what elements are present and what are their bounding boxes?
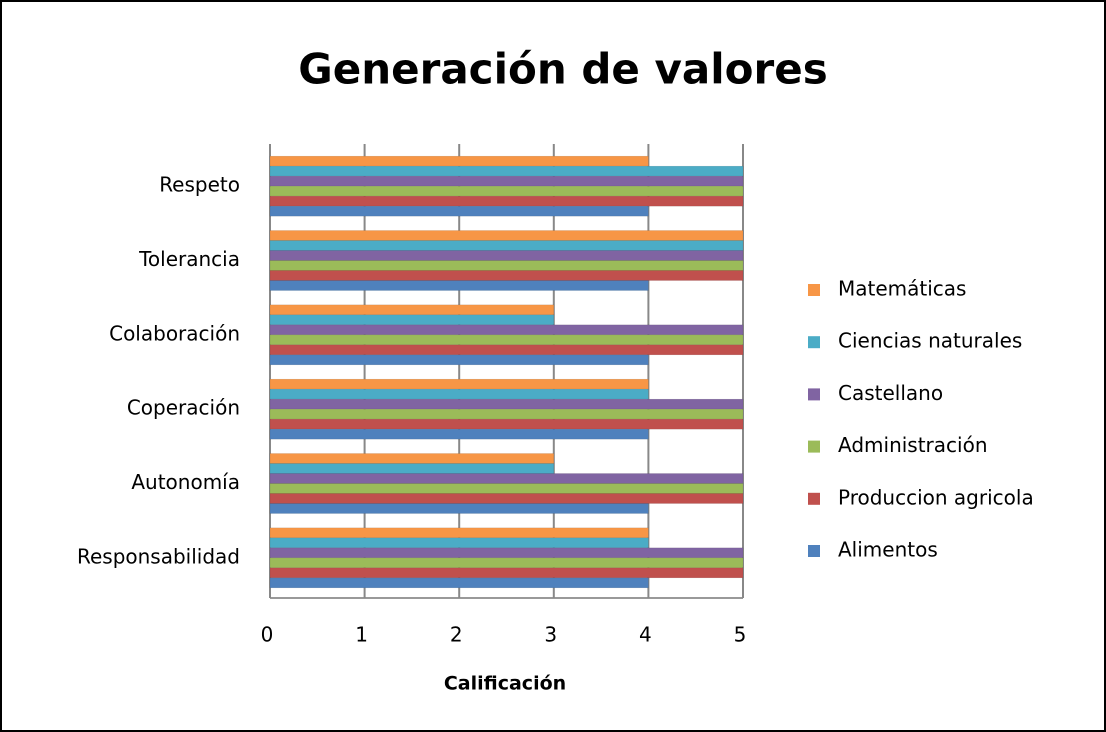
legend-swatch	[808, 284, 820, 296]
bar	[269, 547, 744, 559]
bar	[269, 577, 649, 589]
legend-label: Administración	[838, 433, 988, 457]
bar	[269, 324, 744, 336]
bar	[269, 473, 744, 484]
legend-swatch	[808, 440, 820, 453]
bar	[269, 260, 744, 271]
bar	[269, 388, 649, 400]
bar	[269, 240, 744, 251]
legend-label: Matemáticas	[838, 277, 966, 301]
bar	[269, 398, 744, 410]
bar	[269, 463, 555, 474]
bar	[269, 344, 744, 356]
x-tick-label: 5	[734, 623, 747, 647]
bar	[269, 354, 649, 366]
bar	[269, 175, 744, 187]
bar	[269, 280, 649, 291]
y-tick-label: Responsabilidad	[77, 544, 240, 568]
x-axis-title: Calificación	[444, 673, 566, 695]
bar	[269, 483, 744, 494]
bar	[269, 493, 744, 504]
y-tick-label: Tolerancia	[138, 247, 240, 271]
bar	[269, 557, 744, 569]
x-tick-label: 4	[639, 623, 652, 647]
bar	[269, 378, 649, 390]
bar	[269, 527, 649, 539]
x-tick-label: 0	[261, 623, 274, 647]
y-tick-label: Autonomía	[131, 470, 240, 494]
legend-swatch	[808, 545, 820, 557]
bar	[269, 250, 744, 261]
y-tick-label: Colaboración	[109, 321, 240, 345]
legend-swatch	[808, 492, 820, 505]
y-tick-label: Respeto	[159, 173, 240, 197]
bar	[269, 195, 744, 207]
bar	[269, 418, 744, 430]
x-tick-label: 2	[450, 623, 463, 647]
legend-label: Castellano	[838, 381, 943, 405]
x-tick-label: 1	[355, 623, 368, 647]
bar	[269, 304, 555, 316]
bar	[269, 270, 744, 281]
y-tick-label: Coperación	[127, 396, 240, 420]
bar	[269, 334, 744, 346]
bar	[269, 314, 555, 326]
bar	[269, 165, 744, 177]
bar	[269, 155, 649, 167]
chart-title: Generación de valores	[298, 45, 827, 94]
bar	[269, 428, 649, 440]
legend-label: Produccion agricola	[838, 485, 1034, 509]
bar	[269, 230, 744, 241]
bar	[269, 503, 649, 514]
bar	[269, 453, 555, 464]
legend-swatch	[808, 388, 820, 401]
legend-swatch	[808, 336, 820, 349]
bar	[269, 185, 744, 197]
bar	[269, 537, 649, 549]
bar	[269, 408, 744, 420]
legend-label: Alimentos	[838, 538, 938, 562]
bar	[269, 567, 744, 579]
legend-label: Ciencias naturales	[838, 329, 1022, 353]
x-tick-label: 3	[544, 623, 557, 647]
bar	[269, 205, 649, 217]
